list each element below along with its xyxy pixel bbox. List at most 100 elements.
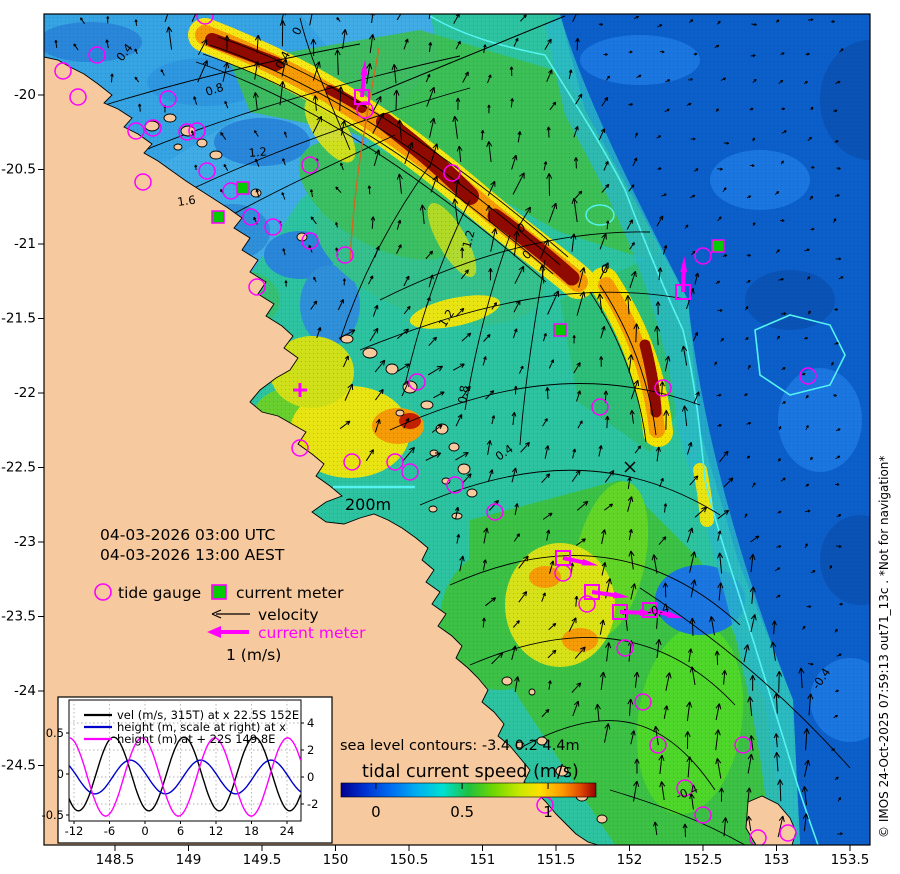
y-tick-label: -20 <box>14 87 36 103</box>
velocity-arrow <box>714 650 720 665</box>
velocity-arrow <box>574 595 579 607</box>
velocity-arrow <box>628 550 635 570</box>
contour-label: 0 <box>601 262 608 276</box>
velocity-arrow <box>511 645 517 661</box>
velocity-arrow <box>688 78 693 81</box>
velocity-arrow <box>576 390 581 402</box>
velocity-legend-label: velocity <box>258 606 319 624</box>
velocity-arrow <box>396 219 402 230</box>
velocity-arrow <box>661 193 667 197</box>
velocity-arrow <box>694 272 700 285</box>
tide-gauge-marker <box>694 806 712 824</box>
velocity-arrow <box>80 17 85 24</box>
velocity-arrow <box>482 356 487 366</box>
tide-gauge-marker <box>654 379 672 397</box>
velocity-arrow <box>194 164 198 170</box>
velocity-arrow <box>487 74 492 84</box>
velocity-arrow <box>746 455 751 459</box>
velocity-arrow <box>776 545 782 549</box>
velocity-arrow <box>430 175 439 193</box>
velocity-arrow <box>487 104 491 114</box>
velocity-arrow <box>484 597 497 607</box>
velocity-arrow <box>600 325 606 339</box>
y-tick-label: -21 <box>14 236 36 252</box>
velocity-arrow <box>681 345 688 366</box>
velocity-arrow <box>634 445 642 454</box>
velocity-arrow <box>717 509 730 520</box>
velocity-arrow <box>715 280 721 285</box>
velocity-arrow <box>687 648 693 663</box>
velocity-arrow <box>630 730 636 745</box>
velocity-arrow <box>396 244 402 254</box>
velocity-arrow <box>486 440 492 455</box>
velocity-arrow <box>512 620 520 628</box>
velocity-arrow <box>572 335 576 344</box>
velocity-arrow <box>425 296 431 308</box>
velocity-arrow <box>774 567 781 572</box>
velocity-arrow <box>634 132 638 138</box>
velocity-arrow <box>777 815 785 838</box>
velocity-arrow <box>810 106 814 111</box>
velocity-arrow <box>374 418 381 433</box>
velocity-arrow <box>403 417 410 429</box>
velocity-arrow <box>485 390 495 400</box>
velocity-arrow <box>310 300 318 310</box>
velocity-arrow <box>604 723 611 743</box>
velocity-arrow <box>629 409 635 424</box>
velocity-arrow <box>717 424 722 427</box>
x-axis: 148.5 149 149.5 150 150.5 151 151.5 152 152.5 153… <box>96 845 869 868</box>
velocity-arrow <box>684 224 689 229</box>
inset-right-tick-label: -2 <box>307 797 318 811</box>
velocity-arrow <box>831 748 836 752</box>
velocity-arrow <box>723 141 730 145</box>
velocity-arrow <box>805 52 810 56</box>
velocity-arrow <box>397 363 410 372</box>
velocity-arrow <box>720 337 724 342</box>
tide-gauge-marker <box>386 453 404 471</box>
copyright-watermark: © IMOS 24-Oct-2025 07:59:13 out71_13c . … <box>877 456 891 838</box>
velocity-arrow <box>837 832 843 836</box>
velocity-arrow <box>396 328 409 339</box>
velocity-arrow <box>834 140 839 144</box>
contour-label: -0.4 <box>646 601 671 619</box>
velocity-arrow <box>255 158 260 167</box>
velocity-arrow <box>366 63 373 84</box>
velocity-arrow <box>780 160 784 165</box>
velocity-arrow <box>191 14 197 22</box>
velocity-arrow <box>487 469 494 482</box>
velocity-arrow <box>719 450 729 463</box>
inset-series <box>69 736 301 817</box>
velocity-arrow <box>632 157 638 167</box>
velocity-arrow <box>542 418 548 427</box>
colorbar-tick-label: 0.5 <box>450 803 474 821</box>
contour-label: 0.8 <box>204 80 226 99</box>
inset-left-tick-label: 0.5 <box>46 726 64 740</box>
inset-x-tick-label: 18 <box>244 824 259 838</box>
x-tick-label: 149.5 <box>243 852 282 868</box>
tide-gauge-legend-label: tide gauge <box>118 584 201 602</box>
x-tick-label: 152.5 <box>684 852 723 868</box>
velocity-arrow <box>396 173 403 194</box>
velocity-arrow <box>717 216 722 222</box>
velocity-arrow <box>599 619 606 635</box>
velocity-arrow <box>316 326 322 339</box>
depth-scale: 200m <box>333 485 415 514</box>
velocity-arrow <box>514 265 525 284</box>
velocity-arrow <box>659 50 665 54</box>
velocity-arrow <box>428 42 433 52</box>
velocity-arrow <box>511 154 518 170</box>
y-tick-label: -24.5 <box>1 758 36 774</box>
velocity-arrow <box>781 107 786 111</box>
velocity-arrow <box>686 441 693 455</box>
velocity-arrow <box>604 503 614 511</box>
velocity-arrow <box>428 274 434 288</box>
scale-label: 200m <box>345 495 391 514</box>
velocity-arrow <box>452 115 459 139</box>
velocity-arrow <box>284 280 288 287</box>
velocity-arrow <box>518 555 529 569</box>
velocity-arrow <box>628 102 633 106</box>
velocity-arrow <box>839 48 844 53</box>
velocity-arrow <box>425 73 431 83</box>
tide-gauge-marker <box>144 119 162 137</box>
velocity-arrow <box>723 477 734 488</box>
